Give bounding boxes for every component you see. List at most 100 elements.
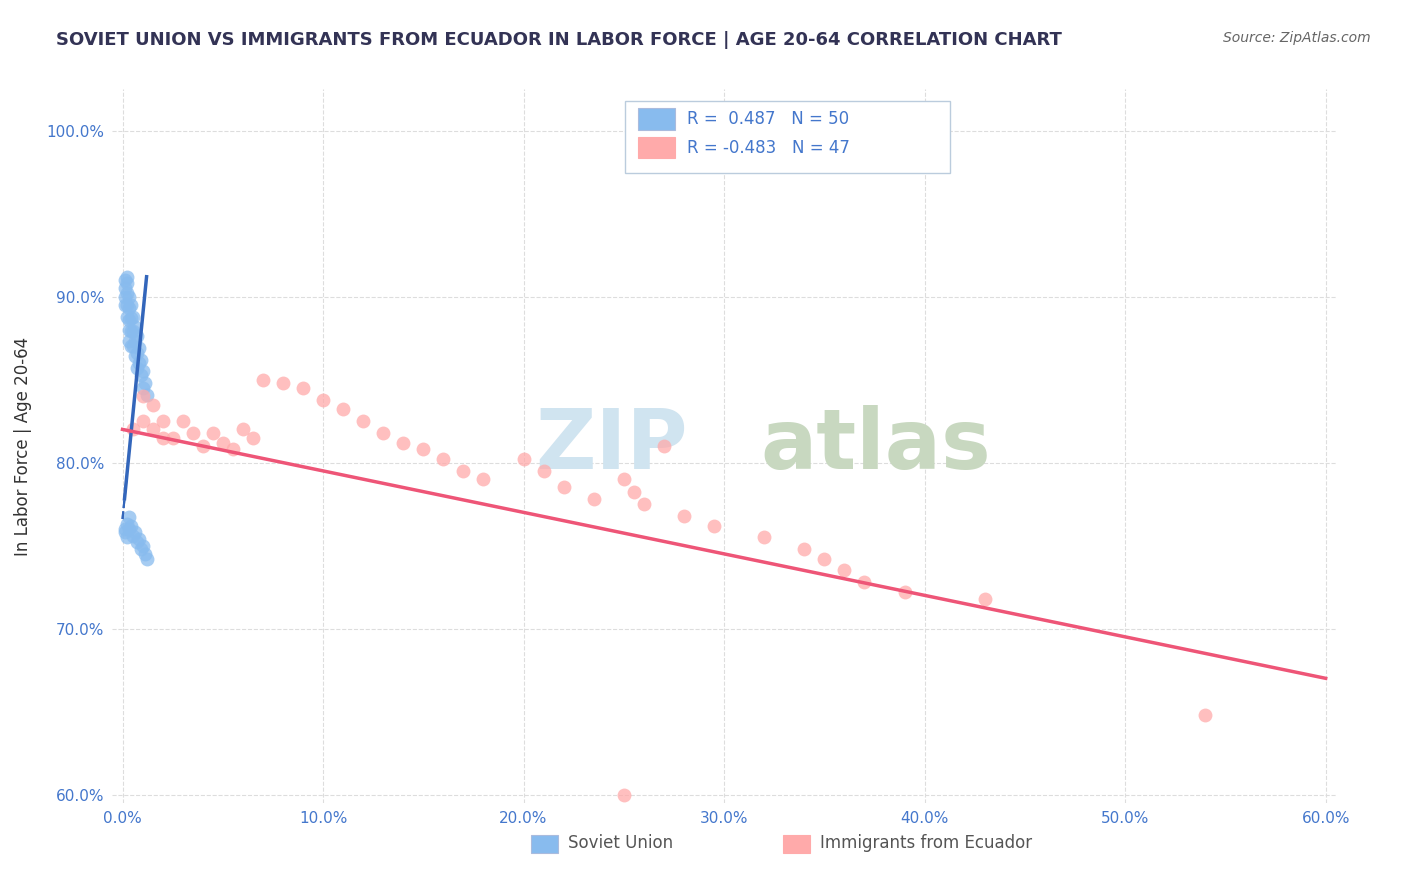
- Point: [117, 313, 139, 327]
- Point: [472, 472, 495, 486]
- Point: [703, 518, 725, 533]
- Point: [142, 422, 165, 436]
- Point: [115, 530, 138, 544]
- Point: [117, 334, 139, 349]
- Point: [412, 442, 434, 457]
- Point: [623, 485, 645, 500]
- Text: SOVIET UNION VS IMMIGRANTS FROM ECUADOR IN LABOR FORCE | AGE 20-64 CORRELATION C: SOVIET UNION VS IMMIGRANTS FROM ECUADOR …: [56, 31, 1062, 49]
- Point: [131, 389, 153, 403]
- Point: [129, 368, 152, 382]
- Point: [135, 552, 157, 566]
- Point: [129, 352, 152, 367]
- Point: [120, 518, 142, 533]
- Point: [121, 528, 143, 542]
- Point: [128, 341, 150, 355]
- Point: [115, 516, 138, 531]
- Point: [120, 339, 142, 353]
- Bar: [638, 109, 675, 130]
- Point: [124, 525, 146, 540]
- Point: [124, 334, 146, 349]
- Point: [201, 425, 224, 440]
- Text: Soviet Union: Soviet Union: [568, 835, 672, 853]
- Point: [793, 541, 815, 556]
- Point: [117, 301, 139, 316]
- Point: [152, 414, 174, 428]
- Point: [582, 492, 605, 507]
- Point: [754, 530, 776, 544]
- Point: [172, 414, 194, 428]
- Point: [124, 350, 146, 364]
- Point: [373, 425, 395, 440]
- Point: [134, 547, 156, 561]
- Text: R = -0.483   N = 47: R = -0.483 N = 47: [688, 139, 851, 157]
- Point: [291, 381, 314, 395]
- Point: [121, 325, 143, 339]
- Point: [134, 376, 156, 390]
- Point: [128, 356, 150, 370]
- Point: [131, 414, 153, 428]
- Point: [114, 522, 136, 536]
- Point: [115, 298, 138, 312]
- Point: [114, 525, 136, 540]
- Text: R =  0.487   N = 50: R = 0.487 N = 50: [688, 111, 849, 128]
- Point: [125, 346, 148, 360]
- Point: [121, 422, 143, 436]
- Point: [181, 425, 204, 440]
- Bar: [783, 835, 810, 853]
- Point: [392, 435, 415, 450]
- Point: [834, 564, 856, 578]
- Bar: [638, 137, 675, 159]
- Point: [131, 364, 153, 378]
- Point: [352, 414, 374, 428]
- Point: [115, 310, 138, 324]
- Point: [1194, 707, 1216, 722]
- Bar: [531, 835, 558, 853]
- Y-axis label: In Labor Force | Age 20-64: In Labor Force | Age 20-64: [14, 336, 32, 556]
- Point: [114, 281, 136, 295]
- Point: [453, 464, 475, 478]
- Point: [128, 532, 150, 546]
- Point: [131, 381, 153, 395]
- Point: [117, 290, 139, 304]
- Point: [125, 535, 148, 549]
- Point: [114, 290, 136, 304]
- Point: [252, 373, 274, 387]
- Point: [142, 397, 165, 411]
- Point: [121, 339, 143, 353]
- Text: ZIP: ZIP: [534, 406, 688, 486]
- Point: [115, 269, 138, 284]
- Point: [432, 452, 454, 467]
- Point: [973, 591, 995, 606]
- Point: [162, 431, 184, 445]
- Text: Immigrants from Ecuador: Immigrants from Ecuador: [820, 835, 1032, 853]
- Point: [135, 387, 157, 401]
- Point: [553, 481, 575, 495]
- Point: [271, 376, 294, 390]
- Point: [672, 508, 695, 523]
- Point: [120, 298, 142, 312]
- Point: [121, 310, 143, 324]
- Point: [115, 286, 138, 301]
- Point: [117, 510, 139, 524]
- Point: [120, 325, 142, 339]
- Point: [114, 273, 136, 287]
- Point: [222, 442, 245, 457]
- Point: [115, 277, 138, 291]
- Point: [512, 452, 534, 467]
- Point: [191, 439, 214, 453]
- Text: atlas: atlas: [761, 406, 991, 486]
- Point: [533, 464, 555, 478]
- Point: [312, 392, 335, 407]
- Point: [893, 585, 915, 599]
- FancyBboxPatch shape: [626, 102, 950, 173]
- Point: [120, 311, 142, 326]
- Point: [114, 298, 136, 312]
- Point: [332, 402, 354, 417]
- Point: [633, 497, 655, 511]
- Point: [211, 435, 233, 450]
- Point: [125, 329, 148, 343]
- Point: [124, 319, 146, 334]
- Point: [613, 472, 636, 486]
- Point: [232, 422, 254, 436]
- Point: [652, 439, 675, 453]
